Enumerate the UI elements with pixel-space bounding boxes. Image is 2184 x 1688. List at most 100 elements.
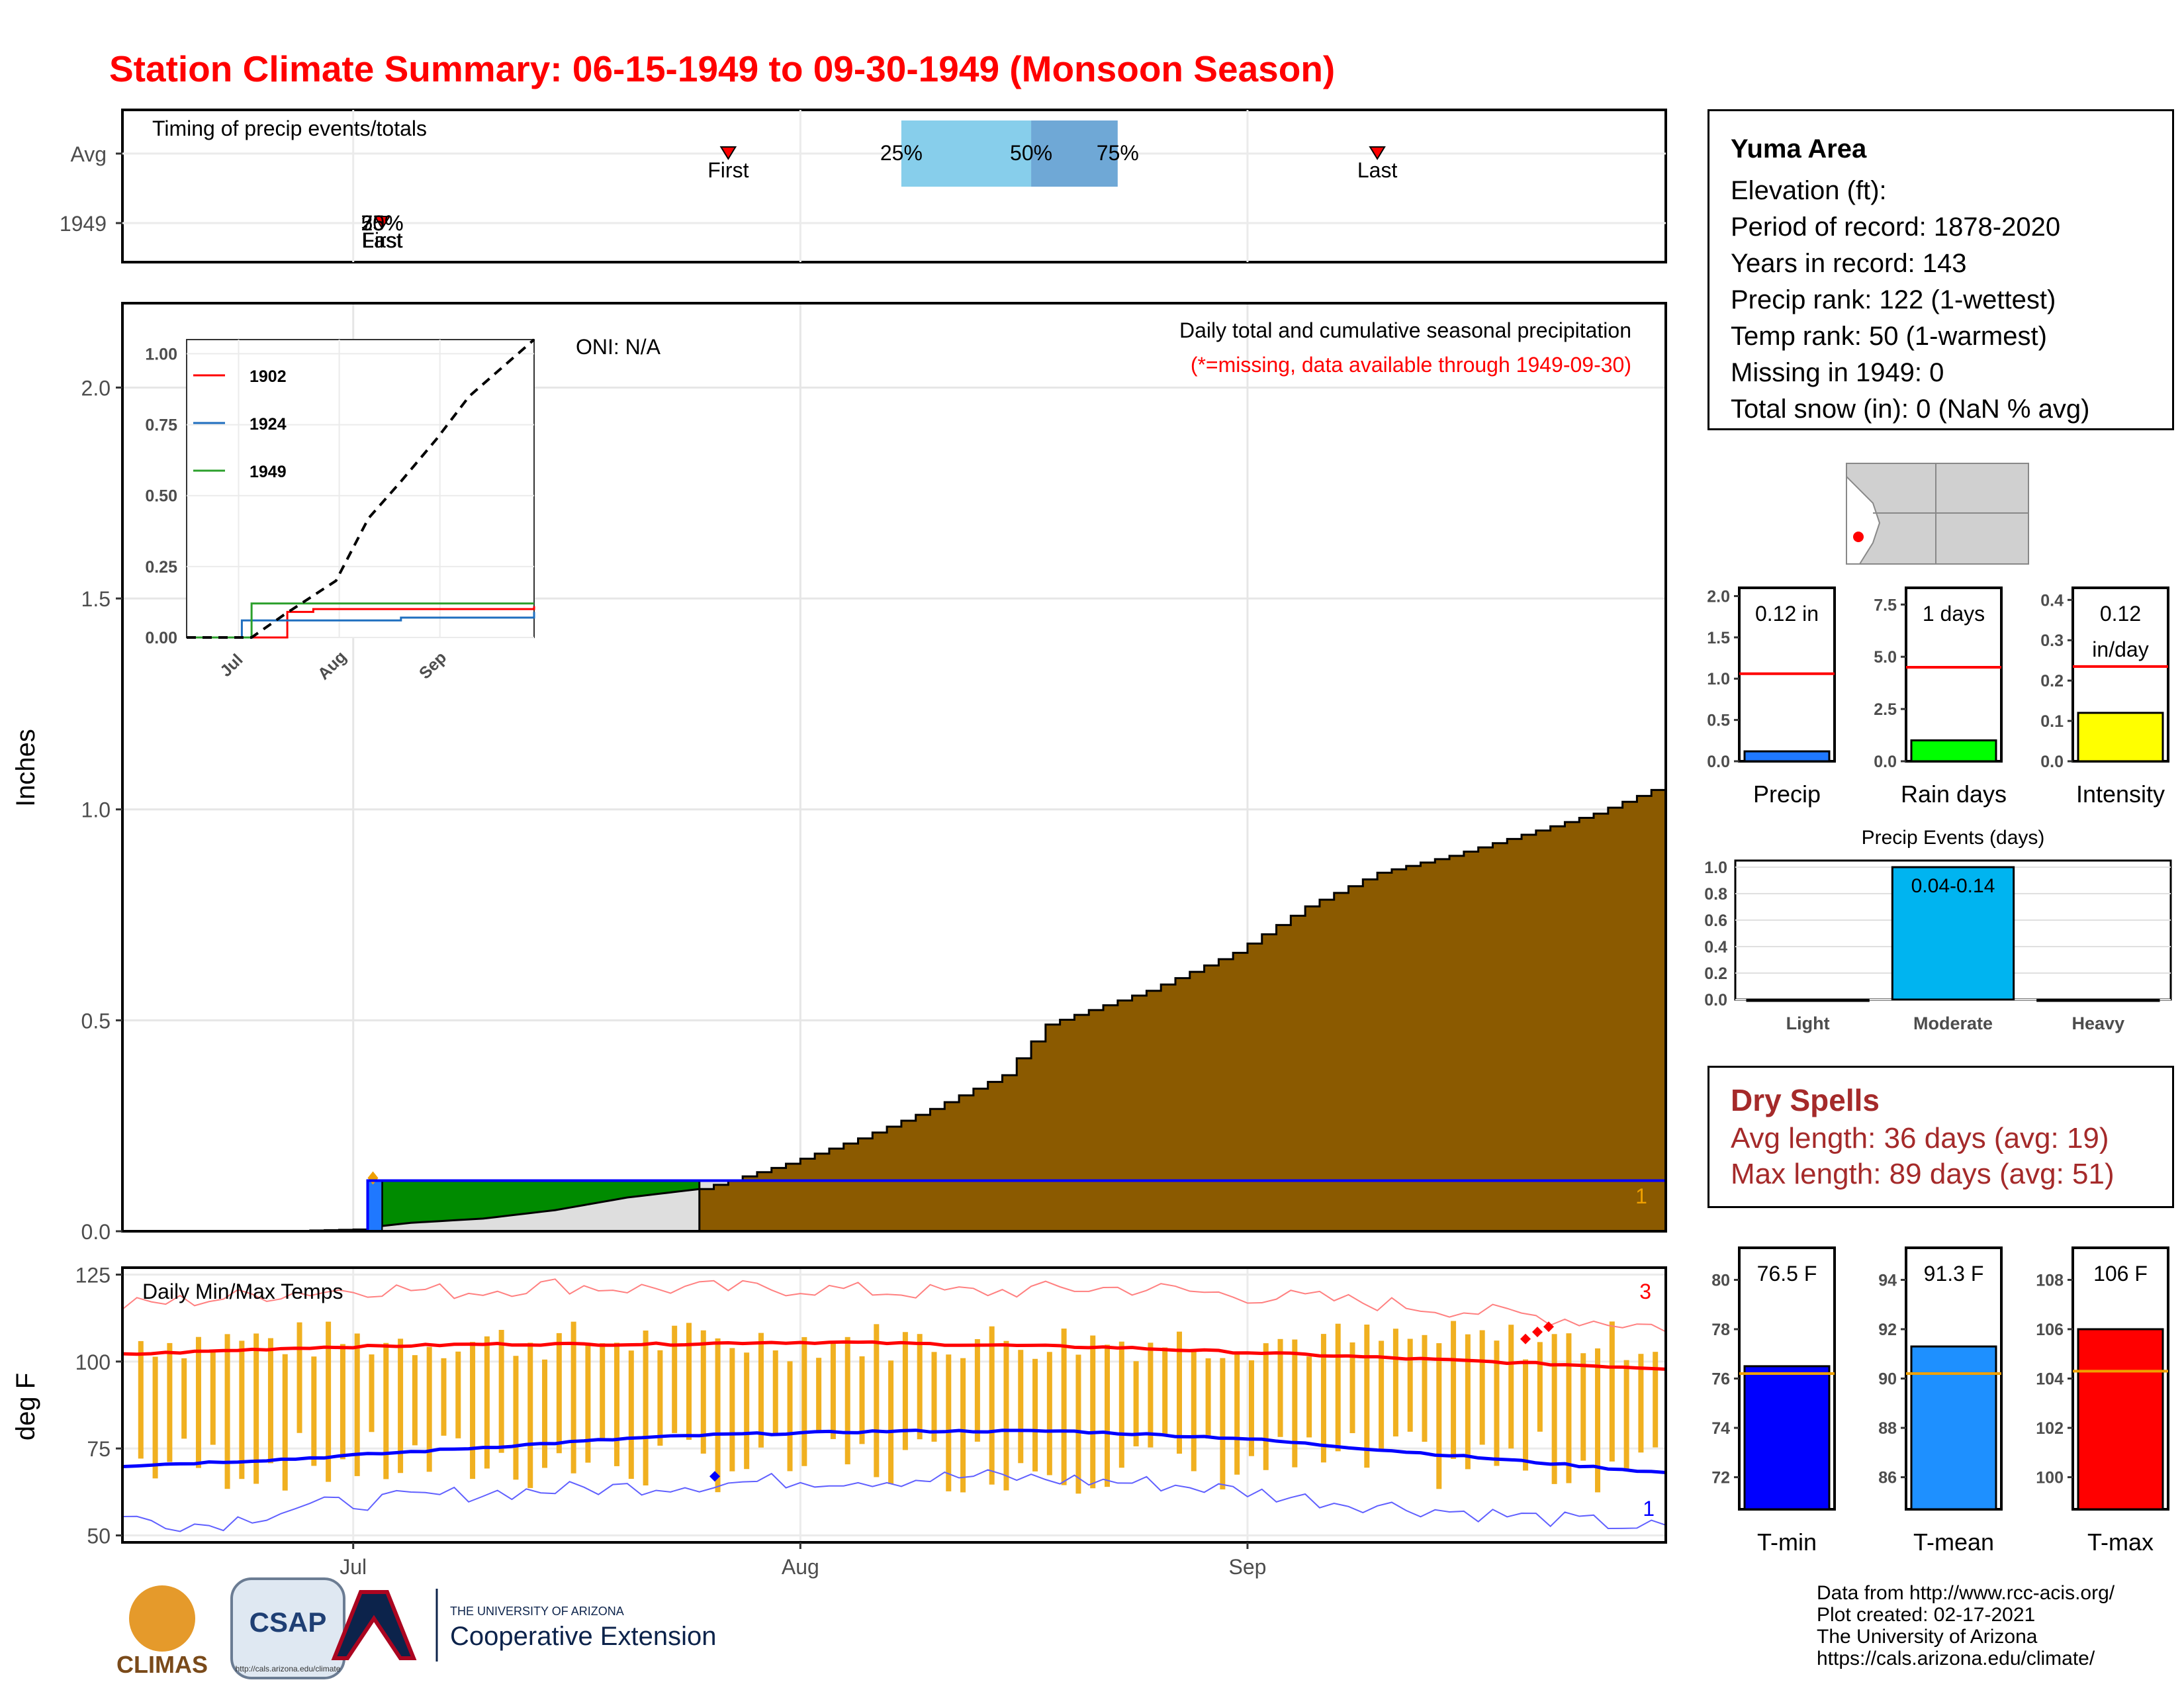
summary-tick-label: 80	[1711, 1271, 1730, 1289]
summary-tick-label: 1.5	[1707, 629, 1730, 647]
summary-tick-label: 0.5	[1707, 712, 1730, 730]
daily-temp-bar	[1494, 1340, 1500, 1466]
inset-series-line	[187, 606, 535, 639]
summary-tick-label: 104	[2036, 1370, 2064, 1389]
info-line: Temp rank: 50 (1-warmest)	[1731, 322, 2047, 351]
station-info-box: Yuma Area Elevation (ft): Period of reco…	[1707, 109, 2174, 430]
info-line: Precip rank: 122 (1-wettest)	[1731, 285, 2056, 314]
summary-tick-label: 86	[1878, 1469, 1897, 1487]
daily-temp-bar	[1234, 1354, 1240, 1475]
summary-label: Precip	[1753, 780, 1821, 808]
daily-temp-bar	[167, 1342, 173, 1462]
daily-temp-bar	[138, 1340, 144, 1459]
summary-bar	[1743, 1365, 1831, 1511]
daily-temp-bar	[498, 1329, 504, 1453]
events-tick-label: 0.8	[1704, 885, 1727, 904]
y-tick-label: 2.0	[81, 376, 111, 400]
daily-temp-bar	[1263, 1343, 1269, 1470]
daily-temp-bar	[181, 1358, 187, 1439]
daily-temp-bar	[1551, 1334, 1557, 1484]
climas-logo	[129, 1585, 195, 1652]
summary-tick-label: 72	[1711, 1469, 1730, 1487]
daily-temp-bar	[556, 1333, 562, 1454]
record-low-marker	[709, 1471, 720, 1482]
daily-temp-bar	[1162, 1347, 1168, 1436]
daily-temp-bar	[210, 1349, 216, 1445]
record-high-marker	[1520, 1333, 1531, 1344]
year-cumulative-line	[366, 1179, 1666, 1231]
y-axis-label: Inches	[11, 729, 40, 807]
daily-temp-bar	[1407, 1338, 1413, 1432]
summary-label: T-max	[2087, 1528, 2154, 1556]
y-tick-label: 75	[87, 1437, 111, 1461]
daily-temp-bar	[614, 1342, 620, 1466]
daily-temp-bar	[340, 1344, 345, 1460]
first-label: First	[707, 158, 749, 182]
daily-temp-bar	[1306, 1356, 1312, 1438]
dry-spells-box: Dry Spells Avg length: 36 days (avg: 19)…	[1707, 1066, 2174, 1208]
summary-tick-label: 2.5	[1874, 700, 1897, 719]
summary-label: T-mean	[1913, 1528, 1994, 1556]
csap-url: http://cals.arizona.edu/climate	[236, 1664, 341, 1673]
daily-temp-bar	[282, 1354, 288, 1491]
record-low-count: 1	[1643, 1497, 1655, 1521]
avg-iqr-lower	[901, 120, 1032, 187]
daily-temp-bar	[1451, 1321, 1457, 1459]
summary-label: T-min	[1757, 1528, 1817, 1556]
summary-tick-label: 2.0	[1707, 587, 1730, 606]
summary-value-label: in/day	[2092, 637, 2148, 661]
credits: Data from http://www.rcc-acis.org/ Plot …	[1817, 1582, 2115, 1669]
y-tick-label: 125	[75, 1264, 111, 1288]
dry-spells-avg: Avg length: 36 days (avg: 19)	[1731, 1122, 2109, 1154]
daily-temp-bar	[1220, 1358, 1226, 1489]
year-first-label: First	[361, 228, 402, 252]
daily-temp-bar	[383, 1342, 389, 1479]
summary-tick-label: 94	[1878, 1271, 1897, 1289]
daily-temp-bar	[513, 1356, 519, 1480]
inset-legend-label: 1924	[250, 415, 287, 434]
credit-line: The University of Arizona	[1817, 1626, 2038, 1648]
timing-row-label: Avg	[70, 142, 107, 166]
summary-tick-label: 0.1	[2040, 712, 2064, 731]
credit-line: Plot created: 02-17-2021	[1817, 1604, 2036, 1626]
chart-caption: Daily total and cumulative seasonal prec…	[1179, 318, 1631, 342]
y-tick-label: 0.0	[81, 1220, 111, 1244]
events-tick-label: 0.0	[1704, 991, 1727, 1009]
daily-temp-bar	[195, 1336, 201, 1468]
daily-temp-bar	[1277, 1338, 1283, 1437]
events-bar	[2036, 998, 2160, 1002]
summary-tick-label: 108	[2036, 1271, 2064, 1289]
record-min-line	[122, 1469, 1666, 1532]
ua-logo	[331, 1590, 417, 1660]
daily-temp-bar	[239, 1340, 245, 1479]
x-tick-label: Jul	[340, 1555, 367, 1579]
daily-temp-bar	[787, 1361, 793, 1472]
daily-temp-bar	[1349, 1342, 1355, 1434]
daily-temp-bar	[744, 1352, 750, 1470]
daily-temp-bar	[1191, 1350, 1197, 1472]
inset-y-tick-label: 0.00	[145, 629, 177, 647]
daily-temp-bar	[902, 1332, 908, 1450]
summary-tick-label: 0.0	[1707, 753, 1730, 771]
missing-note: (*=missing, data available through 1949-…	[1191, 353, 1631, 377]
daily-temp-bar	[686, 1323, 692, 1440]
daily-temp-bar	[1523, 1359, 1529, 1471]
timing-panel-title: Timing of precip events/totals	[152, 117, 427, 140]
daily-temp-bar	[542, 1359, 548, 1468]
summary-tick-label: 90	[1878, 1370, 1897, 1389]
daily-temp-bar	[1653, 1352, 1659, 1448]
temp-panel-title: Daily Min/Max Temps	[142, 1280, 343, 1303]
daily-temp-bar	[1609, 1321, 1615, 1462]
daily-temp-bar	[253, 1333, 259, 1484]
page-title: Station Climate Summary: 06-15-1949 to 0…	[109, 48, 1336, 89]
daily-temp-bar	[1508, 1325, 1514, 1449]
timing-panel-frame	[121, 109, 1667, 263]
daily-temp-bar	[1392, 1329, 1398, 1436]
summary-tick-label: 74	[1711, 1419, 1730, 1438]
daily-temp-bar	[672, 1325, 678, 1433]
summary-value-label: 0.12	[2100, 602, 2141, 626]
summary-tick-label: 88	[1878, 1419, 1897, 1438]
summary-tick-label: 0.3	[2040, 632, 2064, 650]
daily-temp-bar	[1479, 1330, 1485, 1445]
